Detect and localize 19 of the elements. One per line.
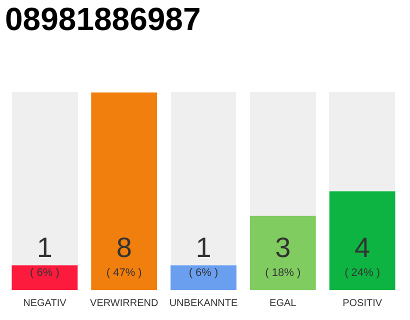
- x-tick-label: POSITIV: [342, 298, 382, 309]
- x-tick-label: EGAL: [270, 298, 297, 309]
- data-label: 3: [275, 232, 291, 263]
- bar: [12, 265, 78, 290]
- chart-title: 08981886987: [5, 1, 201, 38]
- data-label: 4: [354, 232, 370, 263]
- data-label: 8: [116, 232, 132, 263]
- data-label: 1: [36, 232, 52, 263]
- x-tick-label: VERWIRREND: [90, 298, 158, 309]
- annotation: ( 6% ): [30, 267, 60, 279]
- data-label: 1: [196, 232, 212, 263]
- annotation: ( 6% ): [188, 267, 218, 279]
- annotation: ( 24% ): [344, 267, 380, 279]
- x-tick-label: NEGATIV: [23, 298, 67, 309]
- bar: [170, 265, 236, 290]
- x-tick-label: UNBEKANNTE: [169, 298, 238, 309]
- annotation: ( 47% ): [106, 267, 142, 279]
- bar: [91, 92, 158, 290]
- annotation: ( 18% ): [265, 267, 301, 279]
